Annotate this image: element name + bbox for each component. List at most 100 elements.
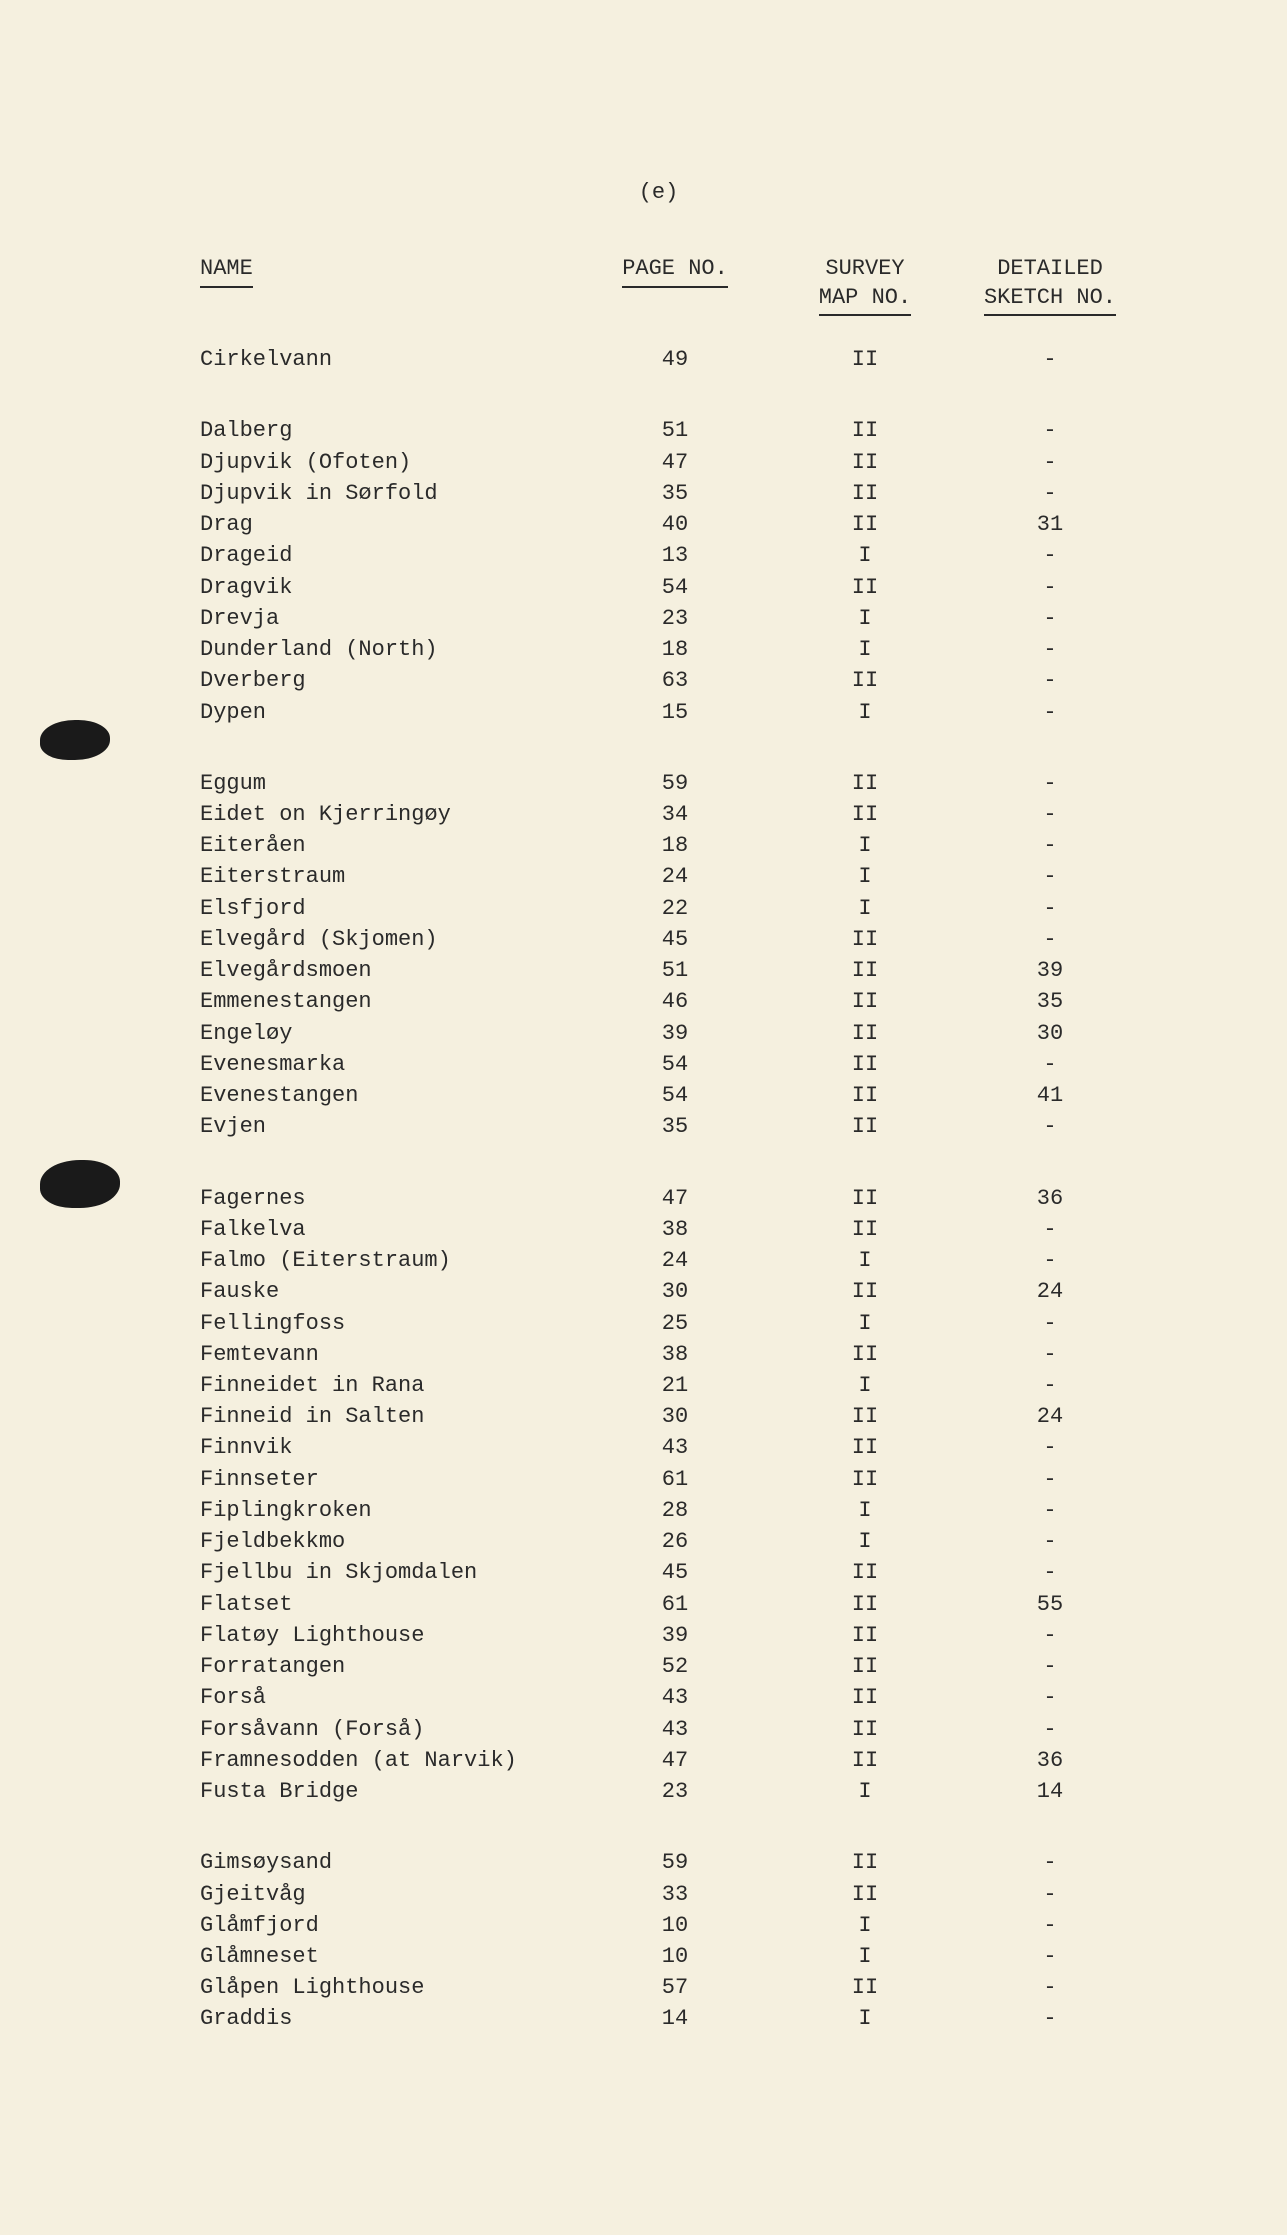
cell-page: 10 — [580, 1910, 770, 1941]
cell-page: 47 — [580, 1745, 770, 1776]
cell-survey: II — [770, 509, 960, 540]
cell-survey: II — [770, 1847, 960, 1878]
cell-survey: I — [770, 1308, 960, 1339]
cell-page: 23 — [580, 603, 770, 634]
cell-survey: II — [770, 768, 960, 799]
cell-page: 26 — [580, 1526, 770, 1557]
table-row: Graddis14I- — [200, 2003, 1157, 2034]
cell-page: 57 — [580, 1972, 770, 2003]
cell-sketch: - — [960, 1245, 1140, 1276]
cell-sketch: - — [960, 1308, 1140, 1339]
cell-page: 38 — [580, 1214, 770, 1245]
cell-survey: II — [770, 1276, 960, 1307]
cell-survey: II — [770, 415, 960, 446]
cell-name: Glåpen Lighthouse — [200, 1972, 580, 2003]
cell-page: 51 — [580, 955, 770, 986]
cell-name: Framnesodden (at Narvik) — [200, 1745, 580, 1776]
table-group: Eggum59II-Eidet on Kjerringøy34II-Eiterå… — [200, 768, 1157, 1143]
table-row: Fiplingkroken28I- — [200, 1495, 1157, 1526]
cell-name: Falkelva — [200, 1214, 580, 1245]
cell-survey: II — [770, 1620, 960, 1651]
cell-survey: II — [770, 572, 960, 603]
cell-page: 39 — [580, 1018, 770, 1049]
table-row: Finneid in Salten30II24 — [200, 1401, 1157, 1432]
cell-sketch: - — [960, 1495, 1140, 1526]
cell-survey: I — [770, 634, 960, 665]
table-row: Cirkelvann49II- — [200, 344, 1157, 375]
cell-name: Dverberg — [200, 665, 580, 696]
cell-page: 54 — [580, 1080, 770, 1111]
cell-page: 18 — [580, 830, 770, 861]
cell-page: 49 — [580, 344, 770, 375]
cell-name: Drag — [200, 509, 580, 540]
table-row: Fagernes47II36 — [200, 1183, 1157, 1214]
header-survey-l2: MAP NO. — [819, 284, 911, 317]
cell-sketch: - — [960, 2003, 1140, 2034]
cell-sketch: - — [960, 447, 1140, 478]
table-row: Eidet on Kjerringøy34II- — [200, 799, 1157, 830]
table-group: Cirkelvann49II- — [200, 344, 1157, 375]
cell-page: 28 — [580, 1495, 770, 1526]
header-name: NAME — [200, 255, 253, 288]
cell-page: 38 — [580, 1339, 770, 1370]
cell-name: Falmo (Eiterstraum) — [200, 1245, 580, 1276]
cell-page: 63 — [580, 665, 770, 696]
cell-survey: I — [770, 830, 960, 861]
cell-name: Dypen — [200, 697, 580, 728]
cell-page: 30 — [580, 1276, 770, 1307]
cell-name: Glåmneset — [200, 1941, 580, 1972]
cell-page: 13 — [580, 540, 770, 571]
cell-page: 59 — [580, 768, 770, 799]
cell-sketch: - — [960, 478, 1140, 509]
header-page: PAGE NO. — [622, 255, 728, 288]
cell-survey: II — [770, 1183, 960, 1214]
cell-page: 10 — [580, 1941, 770, 1972]
cell-sketch: 39 — [960, 955, 1140, 986]
cell-sketch: - — [960, 344, 1140, 375]
cell-name: Dunderland (North) — [200, 634, 580, 665]
cell-name: Evenestangen — [200, 1080, 580, 1111]
cell-page: 47 — [580, 447, 770, 478]
cell-sketch: - — [960, 634, 1140, 665]
cell-page: 59 — [580, 1847, 770, 1878]
cell-name: Fusta Bridge — [200, 1776, 580, 1807]
cell-name: Drevja — [200, 603, 580, 634]
cell-survey: II — [770, 1018, 960, 1049]
cell-sketch: - — [960, 572, 1140, 603]
cell-page: 40 — [580, 509, 770, 540]
table-header: NAME PAGE NO. SURVEY MAP NO. DETAILED SK… — [200, 255, 1157, 316]
cell-sketch: - — [960, 1526, 1140, 1557]
table-row: Djupvik in Sørfold35II- — [200, 478, 1157, 509]
index-table: NAME PAGE NO. SURVEY MAP NO. DETAILED SK… — [200, 255, 1157, 2035]
cell-sketch: - — [960, 1714, 1140, 1745]
cell-name: Drageid — [200, 540, 580, 571]
cell-name: Finneid in Salten — [200, 1401, 580, 1432]
table-row: Finnseter61II- — [200, 1464, 1157, 1495]
cell-name: Elvegård (Skjomen) — [200, 924, 580, 955]
table-row: Dverberg63II- — [200, 665, 1157, 696]
cell-page: 35 — [580, 478, 770, 509]
cell-sketch: - — [960, 768, 1140, 799]
cell-sketch: 14 — [960, 1776, 1140, 1807]
table-row: Emmenestangen46II35 — [200, 986, 1157, 1017]
cell-sketch: - — [960, 1941, 1140, 1972]
cell-sketch: - — [960, 1847, 1140, 1878]
table-row: Djupvik (Ofoten)47II- — [200, 447, 1157, 478]
header-survey-l1: SURVEY — [825, 256, 904, 281]
cell-survey: I — [770, 697, 960, 728]
cell-sketch: 35 — [960, 986, 1140, 1017]
table-row: Finneidet in Rana21I- — [200, 1370, 1157, 1401]
header-sketch-l2: SKETCH NO. — [984, 284, 1116, 317]
cell-name: Gimsøysand — [200, 1847, 580, 1878]
cell-survey: I — [770, 1910, 960, 1941]
cell-survey: I — [770, 1245, 960, 1276]
table-row: Elvegård (Skjomen)45II- — [200, 924, 1157, 955]
cell-name: Fauske — [200, 1276, 580, 1307]
cell-page: 43 — [580, 1714, 770, 1745]
cell-page: 21 — [580, 1370, 770, 1401]
cell-sketch: - — [960, 665, 1140, 696]
table-row: Elvegårdsmoen51II39 — [200, 955, 1157, 986]
cell-page: 33 — [580, 1879, 770, 1910]
cell-name: Forså — [200, 1682, 580, 1713]
cell-sketch: - — [960, 1651, 1140, 1682]
